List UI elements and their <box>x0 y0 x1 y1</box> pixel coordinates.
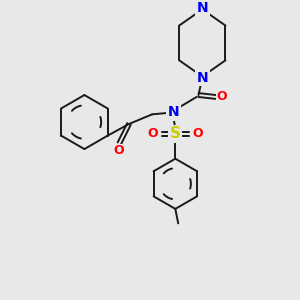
Text: O: O <box>216 91 227 103</box>
Text: O: O <box>148 127 158 140</box>
Text: N: N <box>196 71 208 85</box>
Text: O: O <box>113 145 124 158</box>
Text: N: N <box>196 1 208 15</box>
Text: N: N <box>168 105 179 119</box>
Text: S: S <box>170 126 181 141</box>
Text: O: O <box>192 127 203 140</box>
